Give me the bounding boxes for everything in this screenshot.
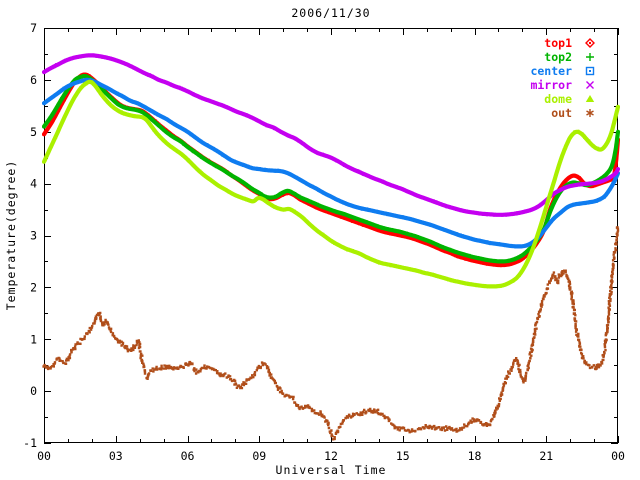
legend-marker-top1 (585, 38, 595, 48)
series-out (42, 226, 620, 441)
x-tick-label: 18 (468, 449, 482, 463)
series-top2 (42, 74, 620, 264)
legend-entry-top1: top1 (544, 36, 595, 50)
legend-entry-top2: top2 (544, 50, 594, 64)
y-tick-label: 4 (30, 177, 37, 191)
series-mirror (42, 53, 620, 217)
series-band (43, 79, 619, 289)
series-band (42, 73, 619, 267)
x-tick-label: 00 (611, 449, 625, 463)
y-tick-label: 5 (30, 125, 37, 139)
legend-label-top2: top2 (544, 50, 572, 64)
x-tick-label: 03 (109, 449, 123, 463)
legend-label-mirror: mirror (530, 78, 572, 92)
legend-marker-dome (585, 95, 595, 102)
y-tick-label: -1 (23, 436, 37, 450)
legend-label-center: center (530, 64, 572, 78)
series-band (42, 74, 619, 264)
y-tick-label: 6 (30, 73, 37, 87)
x-tick-label: 12 (324, 449, 338, 463)
series-band (42, 78, 620, 249)
series-group (42, 53, 620, 441)
legend-marker-center (585, 66, 595, 76)
y-tick-label: 0 (30, 384, 37, 398)
legend-marker-out (586, 109, 594, 117)
legend-entry-center: center (530, 64, 595, 78)
x-tick-label: 00 (37, 449, 51, 463)
y-tick-label: 2 (30, 280, 37, 294)
x-tick-label: 21 (539, 449, 553, 463)
y-tick-label: 3 (30, 229, 37, 243)
series-top1 (42, 72, 620, 268)
legend-marker-top2 (586, 53, 594, 61)
x-tick-label: 09 (252, 449, 266, 463)
series-center (42, 77, 620, 249)
legend-entry-dome: dome (544, 92, 595, 106)
legend-entry-mirror: mirror (530, 78, 594, 92)
legend-label-dome: dome (544, 92, 572, 106)
y-tick-label: 1 (30, 332, 37, 346)
series-band (42, 226, 620, 441)
x-tick-label: 06 (181, 449, 195, 463)
legend-marker-mirror (586, 81, 594, 89)
x-axis-label: Universal Time (275, 463, 387, 477)
legend-label-top1: top1 (544, 36, 572, 50)
chart-title: 2006/11/30 (291, 6, 371, 20)
series-dome (42, 79, 620, 289)
y-tick-label: 7 (30, 21, 37, 35)
legend-entry-out: out (551, 106, 594, 120)
x-tick-label: 15 (396, 449, 410, 463)
legend-label-out: out (551, 106, 572, 120)
